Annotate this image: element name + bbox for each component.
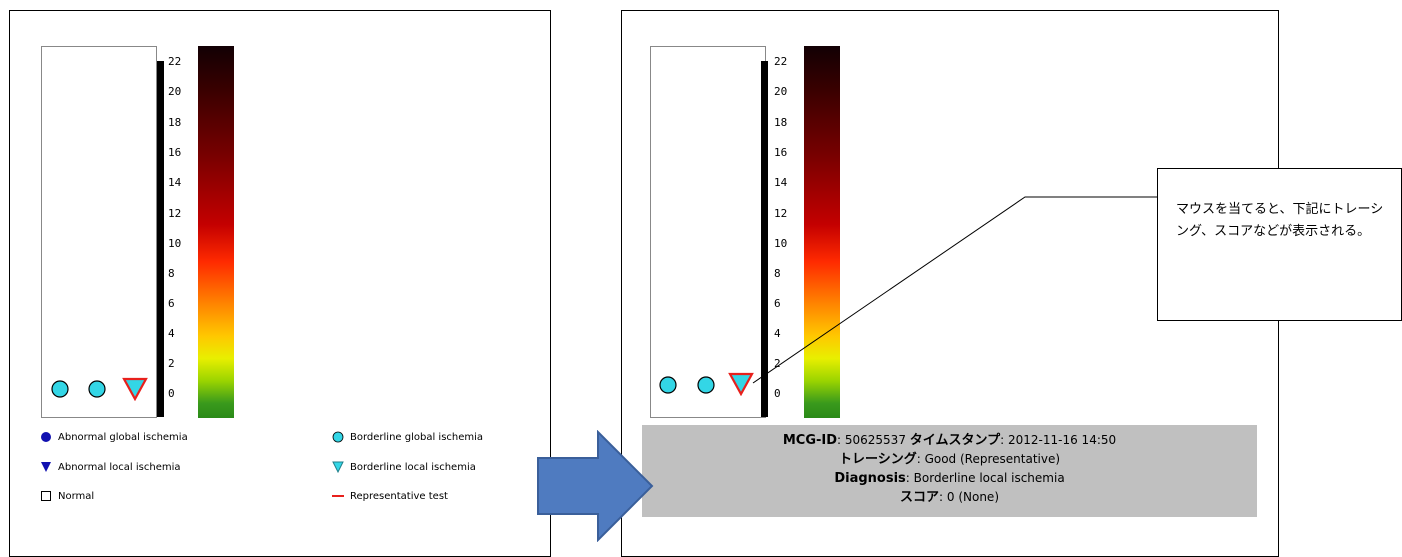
tick-label: 4 — [168, 327, 175, 340]
cyan-triangle-icon — [332, 461, 344, 473]
timestamp-label: タイムスタンプ — [909, 433, 1001, 448]
callout-note: マウスを当てると、下記にトレーシング、スコアなどが表示される。 — [1157, 168, 1402, 321]
tick-label: 20 — [168, 85, 182, 98]
legend-label: Borderline global ischemia — [350, 431, 484, 443]
legend-borderline-local: Borderline local ischemia — [332, 461, 476, 473]
scale-bar — [761, 61, 768, 417]
info-line-tracing: トレーシング: Good (Representative) — [838, 452, 1061, 467]
legend-label: Normal — [58, 490, 95, 502]
tracing-value: Good (Representative) — [924, 452, 1061, 466]
timestamp-value: 2012-11-16 14:50 — [1008, 433, 1117, 447]
diagnosis-value: Borderline local ischemia — [913, 471, 1065, 485]
tick-label: 14 — [168, 176, 182, 189]
tick-label: 8 — [774, 267, 781, 280]
tick-label: 6 — [774, 297, 781, 310]
tick-label: 0 — [774, 387, 781, 400]
plot-area — [41, 46, 157, 418]
borderline-global-marker[interactable] — [51, 380, 69, 398]
borderline-global-marker[interactable] — [659, 376, 677, 394]
empty-square-icon — [41, 491, 51, 501]
borderline-local-marker[interactable] — [122, 377, 148, 401]
tick-label: 14 — [774, 176, 788, 189]
legend-label: Representative test — [350, 490, 448, 502]
legend-borderline-global: Borderline global ischemia — [332, 431, 483, 443]
info-line-score: スコア: 0 (None) — [900, 490, 999, 505]
score-label: スコア — [900, 490, 940, 505]
tracing-label: トレーシング — [838, 452, 917, 467]
borderline-global-marker[interactable] — [697, 376, 715, 394]
red-line-icon — [332, 495, 344, 497]
tick-label: 12 — [774, 207, 788, 220]
legend-abnormal-global: Abnormal global ischemia — [40, 431, 188, 443]
tick-label: 10 — [774, 237, 788, 250]
tick-label: 2 — [168, 357, 175, 370]
tick-label: 6 — [168, 297, 175, 310]
tick-label: 2 — [774, 357, 781, 370]
tick-label: 4 — [774, 327, 781, 340]
tick-label: 0 — [168, 387, 175, 400]
info-line-mcg: MCG-ID: 50625537 タイムスタンプ: 2012-11-16 14:… — [782, 433, 1117, 448]
tick-label: 20 — [774, 85, 788, 98]
legend-normal: Normal — [40, 490, 94, 502]
cyan-circle-icon — [332, 431, 344, 443]
mcg-id-label: MCG-ID — [782, 433, 838, 448]
hover-tooltip-info: MCG-ID: 50625537 タイムスタンプ: 2012-11-16 14:… — [642, 425, 1257, 517]
tick-label: 12 — [168, 207, 182, 220]
tick-label: 22 — [774, 55, 788, 68]
borderline-global-marker[interactable] — [88, 380, 106, 398]
legend-label: Abnormal local ischemia — [58, 461, 181, 473]
color-scale-bar — [198, 46, 234, 418]
legend-representative: Representative test — [332, 490, 448, 502]
tick-label: 16 — [168, 146, 182, 159]
color-scale-bar — [804, 46, 840, 418]
tick-label: 8 — [168, 267, 175, 280]
diagnosis-label: Diagnosis — [834, 471, 906, 486]
tick-label: 22 — [168, 55, 182, 68]
mcg-id-value: 50625537 — [844, 433, 906, 447]
info-line-diagnosis: Diagnosis: Borderline local ischemia — [834, 471, 1065, 486]
right-arrow-icon — [537, 430, 654, 542]
filled-triangle-icon — [41, 462, 51, 472]
tick-label: 16 — [774, 146, 788, 159]
chart-panel-left: 22 20 18 16 14 12 10 8 6 4 2 0 Abnormal … — [9, 10, 551, 557]
filled-circle-icon — [41, 432, 51, 442]
tick-label: 18 — [168, 116, 182, 129]
legend-label: Borderline local ischemia — [350, 461, 476, 473]
score-value: 0 (None) — [946, 490, 999, 504]
plot-area — [650, 46, 766, 418]
legend-label: Abnormal global ischemia — [58, 431, 188, 443]
tick-label: 10 — [168, 237, 182, 250]
legend-abnormal-local: Abnormal local ischemia — [40, 461, 181, 473]
tick-label: 18 — [774, 116, 788, 129]
scale-bar — [157, 61, 164, 417]
borderline-local-marker-hovered[interactable] — [728, 372, 754, 396]
